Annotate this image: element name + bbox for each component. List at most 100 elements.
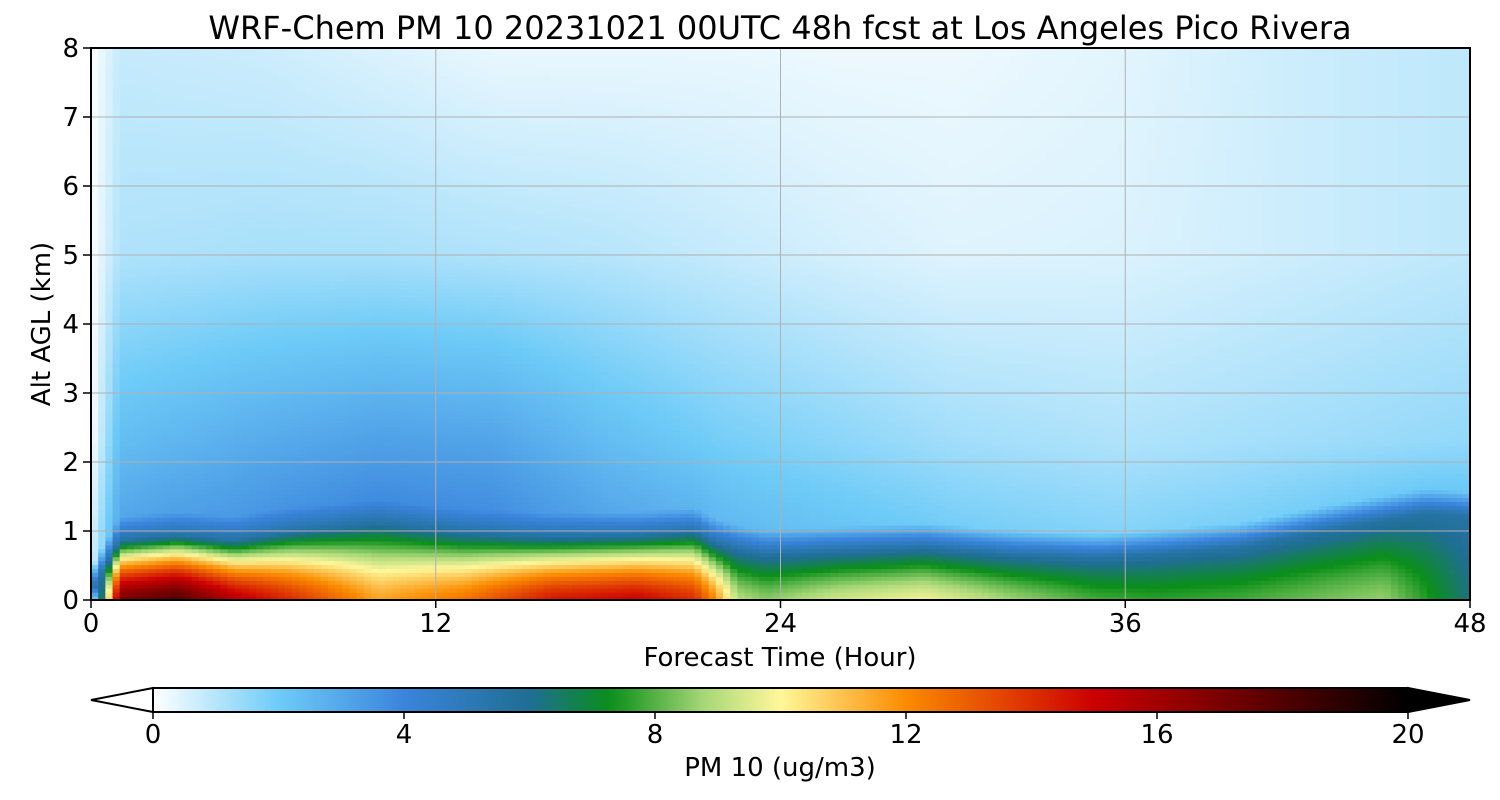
field-cell [227, 556, 236, 562]
field-cell [306, 505, 315, 510]
field-cell [112, 363, 121, 368]
field-cell [170, 379, 178, 384]
field-cell [91, 201, 99, 207]
field-cell [205, 193, 214, 199]
field-cell [277, 150, 286, 156]
field-cell [126, 122, 135, 128]
field-cell [198, 335, 207, 341]
field-cell [241, 178, 250, 183]
field-cell [112, 162, 121, 167]
field-cell [263, 256, 272, 262]
field-cell [98, 300, 106, 305]
field-cell [105, 260, 114, 266]
field-cell [263, 387, 272, 392]
field-cell [98, 193, 106, 199]
field-cell [292, 544, 300, 550]
field-cell [91, 454, 99, 459]
field-cell [292, 525, 300, 530]
field-cell [306, 197, 315, 203]
field-cell [177, 197, 185, 203]
field-cell [299, 521, 308, 526]
field-cell [162, 130, 171, 136]
field-cell [313, 118, 322, 124]
field-cell [299, 134, 308, 140]
field-cell [119, 158, 128, 163]
field-cell [126, 580, 135, 585]
field-cell [277, 513, 286, 518]
field-cell [249, 146, 257, 152]
field-cell [227, 517, 236, 522]
field-cell [148, 481, 157, 487]
field-cell [119, 335, 128, 341]
field-cell [256, 249, 264, 254]
field-cell [241, 170, 250, 175]
field-cell [227, 118, 236, 124]
field-cell [162, 359, 171, 365]
field-cell [170, 241, 178, 246]
field-cell [148, 454, 157, 459]
field-cell [306, 402, 315, 408]
field-cell [134, 237, 142, 242]
field-cell [256, 304, 264, 309]
field-cell [335, 513, 343, 518]
field-cell [241, 186, 250, 191]
field-cell [191, 505, 200, 510]
field-cell [141, 406, 150, 412]
field-cell [105, 225, 114, 230]
field-cell [320, 521, 329, 526]
field-cell [328, 99, 336, 104]
field-cell [328, 501, 336, 506]
field-cell [155, 560, 164, 566]
field-cell [299, 517, 308, 522]
field-cell [277, 103, 286, 108]
field-cell [155, 83, 164, 89]
field-cell [220, 418, 229, 424]
field-cell [263, 264, 272, 270]
field-cell [205, 564, 214, 570]
field-cell [112, 91, 121, 96]
field-cell [119, 276, 128, 282]
field-cell [249, 438, 257, 443]
field-cell [198, 276, 207, 282]
field-cell [170, 572, 178, 577]
field-cell [220, 55, 229, 61]
field-cell [112, 481, 121, 487]
field-cell [306, 150, 315, 156]
field-cell [184, 324, 193, 329]
field-cell [213, 324, 221, 329]
field-cell [270, 540, 279, 546]
field-cell [91, 580, 99, 585]
field-cell [320, 237, 329, 242]
field-cell [220, 387, 229, 392]
field-cell [284, 406, 293, 412]
field-cell [277, 493, 286, 499]
field-cell [119, 580, 128, 585]
field-cell [91, 233, 99, 238]
field-cell [292, 560, 300, 566]
field-cell [234, 367, 243, 372]
field-cell [191, 272, 200, 278]
field-cell [155, 55, 164, 61]
field-cell [98, 363, 106, 368]
field-cell [141, 221, 150, 227]
field-cell [184, 166, 193, 171]
field-cell [270, 288, 279, 294]
field-cell [170, 304, 178, 309]
field-cell [112, 229, 121, 234]
field-cell [112, 556, 121, 562]
field-cell [134, 288, 142, 294]
field-cell [328, 59, 336, 65]
field-cell [249, 536, 257, 542]
field-cell [191, 414, 200, 420]
field-cell [320, 296, 329, 301]
field-cell [98, 284, 106, 290]
field-cell [213, 55, 221, 61]
field-cell [277, 501, 286, 506]
field-cell [205, 387, 214, 392]
field-cell [177, 320, 185, 325]
field-cell [91, 517, 99, 522]
field-cell [342, 462, 351, 467]
field-cell [112, 580, 121, 585]
field-cell [112, 308, 121, 313]
field-cell [335, 462, 343, 467]
